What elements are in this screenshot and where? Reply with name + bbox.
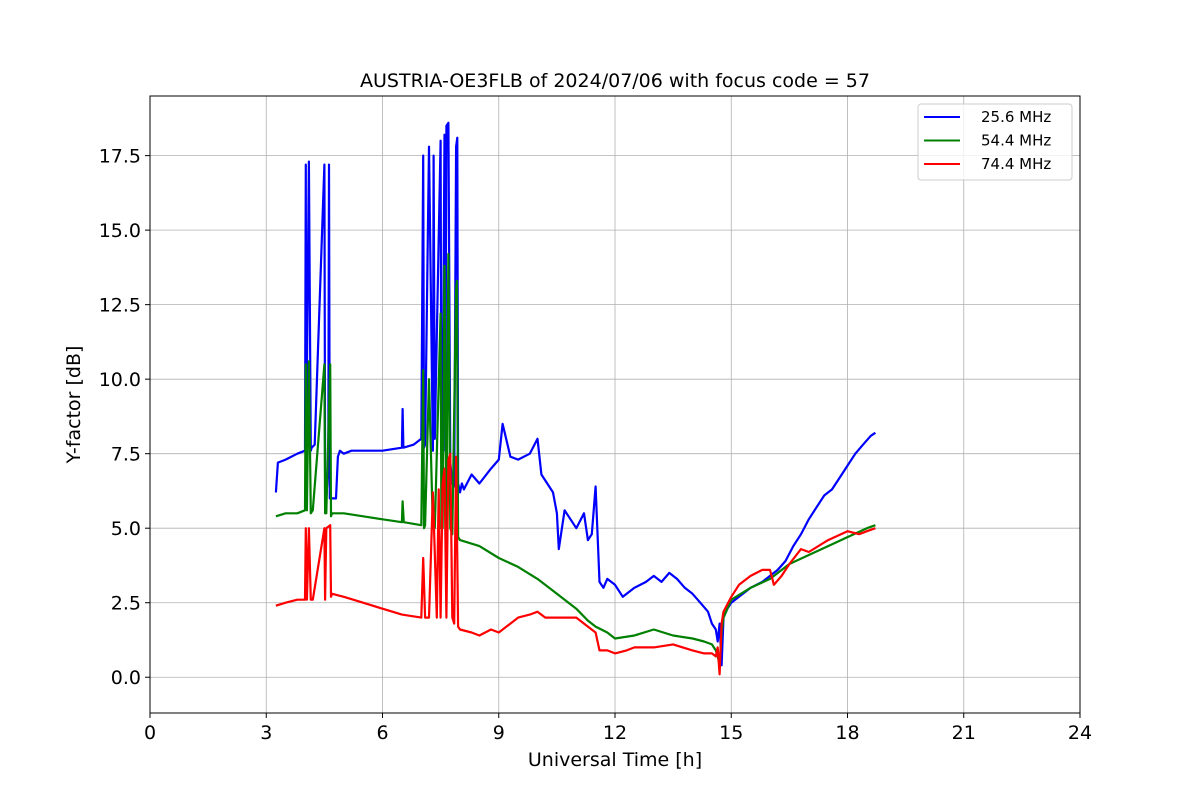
y-tick-label: 7.5	[111, 444, 141, 466]
x-tick-label: 6	[376, 722, 388, 744]
x-tick-label: 24	[1068, 722, 1092, 744]
y-tick-label: 0.0	[111, 667, 141, 689]
series-line-3	[275, 452, 876, 676]
y-tick-label: 10.0	[99, 369, 141, 391]
x-tick-label: 18	[835, 722, 859, 744]
legend: 25.6 MHz 54.4 MHz 74.4 MHz	[917, 103, 1073, 181]
legend-box	[917, 103, 1073, 181]
x-tick-label: 0	[144, 722, 156, 744]
legend-items: 25.6 MHz 54.4 MHz 74.4 MHz	[924, 108, 1051, 173]
y-axis-label: Y-factor [dB]	[63, 346, 85, 465]
x-tick-label: 21	[952, 722, 976, 744]
y-tick-label: 2.5	[111, 593, 141, 615]
legend-label-1: 25.6 MHz	[981, 108, 1051, 126]
x-tick-label: 9	[493, 722, 505, 744]
y-tick-label: 12.5	[99, 295, 141, 317]
legend-label-2: 54.4 MHz	[981, 132, 1051, 150]
x-tick-label: 3	[260, 722, 272, 744]
chart-title: AUSTRIA-OE3FLB of 2024/07/06 with focus …	[360, 70, 870, 92]
y-tick-label: 17.5	[99, 146, 141, 168]
x-tick-label: 12	[603, 722, 627, 744]
x-tick-label: 15	[719, 722, 743, 744]
legend-label-3: 74.4 MHz	[981, 155, 1051, 173]
y-tick-label: 15.0	[99, 220, 141, 242]
plot-data-layer	[274, 121, 877, 676]
x-axis-label: Universal Time [h]	[528, 749, 702, 771]
series-layer	[274, 121, 877, 676]
tick-layer: 0 3 6 9 12 15 18 21 24 0.0 2.5 5.0 7.5 10.0 12.5 15.0 17…	[99, 146, 1092, 744]
y-tick-label: 5.0	[111, 518, 141, 540]
